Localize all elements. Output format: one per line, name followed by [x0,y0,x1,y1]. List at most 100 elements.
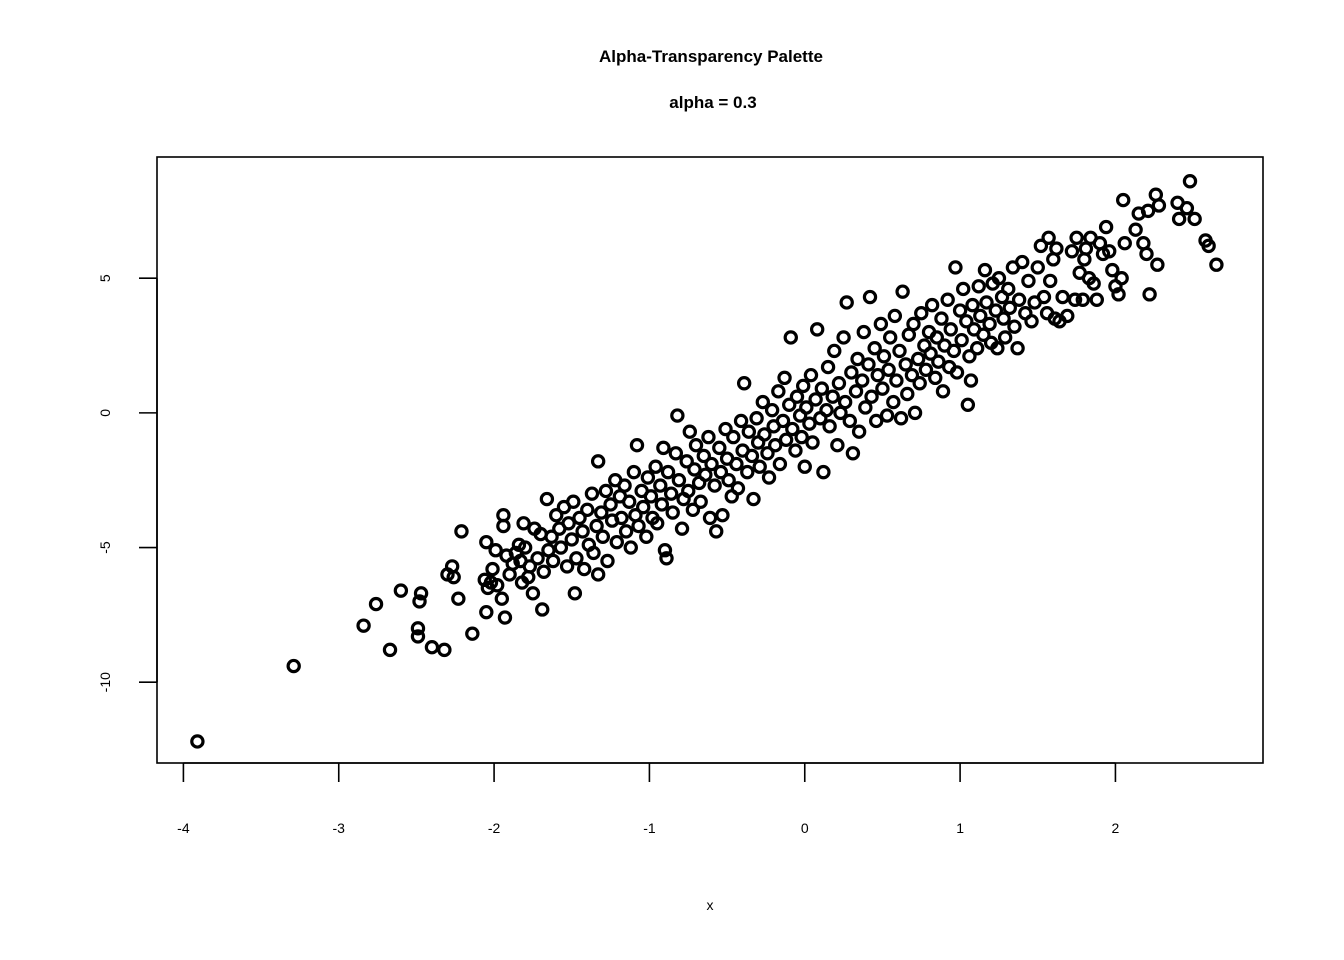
data-point [879,408,895,423]
data-point [845,446,861,461]
data-point [851,424,867,439]
data-point [757,427,772,442]
data-point [931,354,946,369]
data-point [839,295,854,310]
data-point [636,499,651,515]
data-point [1111,287,1126,302]
data-point [639,529,654,544]
data-point [1182,174,1198,189]
data-point [956,281,971,297]
data-point [809,322,825,337]
data-point [755,394,771,410]
data-point [494,591,510,606]
data-point [665,505,680,520]
data-point [778,432,794,447]
data-point [733,413,749,429]
data-point [893,411,909,426]
data-point [479,534,494,550]
data-point [827,343,842,359]
data-point [595,529,611,544]
data-point [991,271,1007,286]
data-point [721,473,736,488]
data-point [479,604,494,620]
data-point [569,551,584,566]
data-point [914,306,929,321]
data-point [626,464,642,480]
data-point [1069,230,1084,245]
data-point [685,502,701,518]
data-point [715,508,730,523]
data-point [561,516,576,531]
chart-title: Alpha-Transparency Palette [599,47,823,66]
data-point [631,518,646,534]
data-point [997,330,1013,345]
y-tick-label: 5 [97,274,113,282]
data-point [688,437,704,453]
data-point [820,359,836,375]
data-point [819,402,834,418]
data-point [963,373,979,388]
data-point [517,540,533,555]
data-point [1114,271,1129,286]
data-point [777,370,792,386]
data-point [912,376,927,391]
data-point [590,567,606,582]
data-point [954,332,969,348]
data-point [600,553,615,569]
data-point [618,524,634,539]
data-point [943,322,958,337]
x-tick-label: 0 [801,820,809,836]
data-point [681,483,696,499]
data-point [965,297,980,313]
data-point [530,551,545,566]
data-point [516,516,531,531]
data-point [649,516,665,531]
data-point [977,262,993,278]
data-point [594,505,609,520]
data-point [1042,273,1058,289]
data-point [535,602,550,617]
data-point [566,494,581,509]
data-point [660,464,676,480]
data-point [648,459,663,474]
data-point [907,405,923,421]
data-point [900,386,915,402]
data-point [496,518,511,534]
data-point [1021,273,1036,289]
data-point [1139,246,1154,262]
data-point [382,642,398,658]
data-point [1201,238,1216,254]
data-point [545,553,561,569]
data-point [190,734,205,749]
data-point [946,343,962,359]
data-point [1117,235,1132,251]
data-point [726,429,741,445]
data-point [640,470,656,485]
data-point [861,357,876,372]
data-point [572,510,587,526]
data-point [797,459,812,474]
data-point [702,510,718,526]
data-point [988,303,1004,318]
data-point [803,367,819,383]
data-point [1036,289,1052,305]
data-point [1150,257,1165,272]
data-point [898,357,913,372]
x-tick-label: -2 [488,820,501,836]
data-point [437,642,452,658]
data-point [1089,292,1104,307]
data-point [960,397,976,412]
data-point [794,429,809,445]
data-point [356,618,371,633]
data-point [830,437,845,453]
data-point [822,419,837,434]
data-point [740,464,755,480]
data-point [882,330,898,345]
data-point [752,459,767,474]
data-point [923,346,938,361]
data-point [489,578,505,593]
data-point [584,486,600,501]
data-point [693,494,708,509]
data-point [1010,341,1025,356]
